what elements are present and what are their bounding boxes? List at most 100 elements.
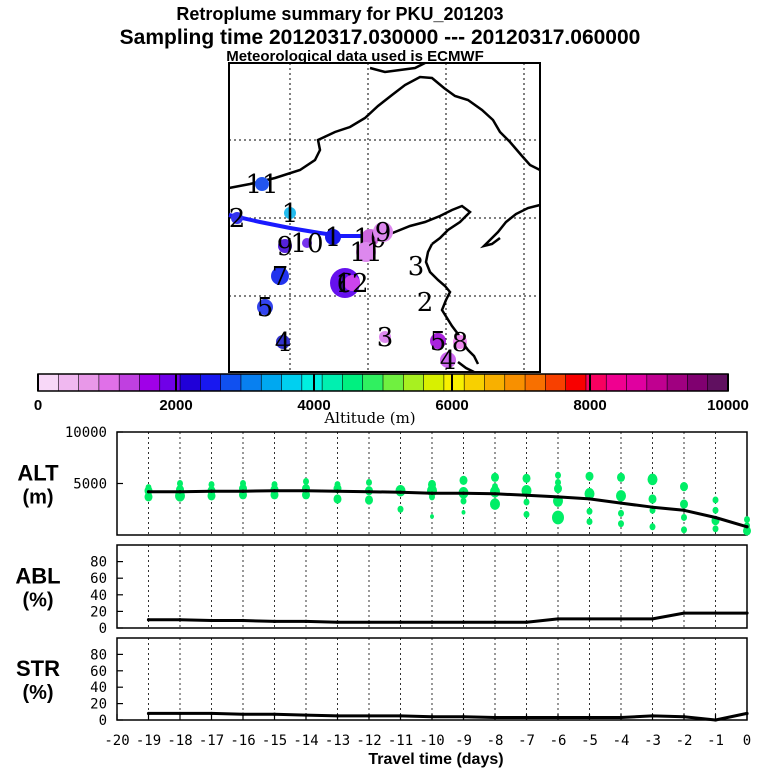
colorbar-tick-label: 8000 (573, 397, 606, 414)
alt-scatter-point (428, 479, 436, 490)
alt-scatter-point (366, 479, 372, 486)
panel-ylabel-name: ALT (17, 461, 59, 486)
map-cluster: 5 (430, 327, 447, 357)
alt-line-point (713, 515, 718, 520)
alt-line-point (304, 489, 308, 493)
abl-line-point (713, 611, 718, 615)
map-cluster: 3 (408, 252, 425, 282)
map-cluster-marker (430, 333, 446, 349)
alt-scatter-point (681, 514, 687, 521)
alt-scatter-point (334, 481, 341, 488)
map-cluster-label: 1 (325, 223, 342, 253)
alt-scatter-point (555, 471, 561, 479)
map-cluster: 4 (275, 328, 292, 358)
map-cluster-label: 2 (417, 288, 434, 318)
map-cluster: 10 (290, 229, 323, 259)
alt-line-point (682, 508, 686, 512)
map-clusters: 1121910110911761235243584 (229, 170, 469, 376)
abl-line-point (493, 620, 497, 624)
map-cluster: 7 (271, 262, 289, 292)
alt-line-point (430, 491, 434, 495)
map-cluster-marker (257, 299, 273, 315)
map-cluster: 8 (452, 328, 469, 358)
map-cluster-label: 5 (257, 293, 274, 323)
alt-line-point (524, 493, 529, 497)
alt-line-point (335, 489, 340, 493)
map-cluster-label: 10 (290, 229, 323, 259)
map-cluster-label: 11 (245, 170, 278, 200)
abl-line-point (650, 617, 655, 621)
colorbar-cell (98, 373, 120, 392)
alt-scatter-point (584, 488, 595, 500)
alt-line-point (619, 501, 623, 505)
y-tick-label: 20 (90, 697, 107, 713)
alt-scatter-point (617, 472, 625, 482)
alt-line-point (272, 489, 277, 493)
colorbar-cell (484, 373, 506, 392)
colorbar-cell (382, 373, 405, 392)
colorbar-cell (362, 373, 384, 392)
alt-scatter-point (144, 492, 153, 502)
abl-line-point (304, 619, 308, 623)
abl-line-point (398, 620, 403, 624)
colorbar-cell (57, 373, 80, 392)
map-cluster-label: 9 (277, 232, 294, 262)
alt-scatter-point (333, 494, 342, 504)
panel-ylabel-unit: (%) (22, 682, 53, 704)
map-cluster: 11 (349, 238, 382, 268)
colorbar-tick-label: 10000 (707, 397, 749, 414)
map-cluster-marker (284, 207, 296, 219)
y-tick-label: 40 (90, 588, 107, 604)
abl-line-point (682, 611, 686, 615)
alt-scatter-point (207, 491, 216, 501)
colorbar-cell (281, 373, 303, 392)
alt-scatter-point (586, 518, 593, 526)
alt-line-point (367, 490, 371, 494)
map-cluster-label: 7 (272, 262, 289, 292)
map-cluster-marker (231, 212, 243, 224)
colorbar-cell (666, 373, 689, 392)
colorbar-cell (707, 373, 729, 392)
abl-line-point (524, 620, 529, 624)
map-cluster: 4 (440, 346, 457, 376)
y-tick-label: 0 (99, 621, 107, 637)
alt-scatter-point (554, 484, 562, 494)
alt-line-point (178, 490, 182, 494)
x-tick-label: -13 (325, 733, 350, 749)
alt-scatter-point (616, 490, 626, 502)
abl-line-point (745, 611, 749, 615)
alt-scatter-point (490, 498, 500, 510)
colorbar-cell (301, 373, 323, 392)
x-tick-label: -4 (613, 733, 630, 749)
abl-line-point (587, 617, 592, 621)
alt-scatter-point (302, 490, 310, 500)
map-cluster: 1 (325, 223, 342, 253)
alt-line (148, 489, 748, 529)
panel-ylabel-unit: (%) (22, 590, 53, 612)
x-tick-label: -15 (262, 733, 287, 749)
colorbar-cell (646, 373, 668, 392)
x-axis: -20 -19 -18 -17 -16 -15 -14 -13 -12 -11 -10 -9 -8 -7-… (104, 714, 751, 749)
x-axis-label: Travel time (days) (368, 751, 503, 768)
x-tick-label: -8 (487, 733, 504, 749)
alt-scatter-point (552, 510, 564, 525)
map-cluster: 1 (282, 199, 299, 229)
colorbar-cell (443, 373, 465, 392)
alt-scatter-point (397, 505, 404, 513)
map-cluster-label: 4 (440, 346, 457, 376)
alt-scatter-point (555, 479, 561, 486)
alt-line-point (650, 505, 655, 509)
colorbar-cell (179, 373, 202, 392)
alt-scatter-point (270, 490, 279, 500)
map-cluster-label: 5 (430, 327, 447, 357)
colorbar-tick-label: 0 (34, 397, 42, 414)
panel-ylabel-name: ABL (15, 564, 60, 589)
map-cluster-label: 3 (408, 252, 425, 282)
x-tick-label: -20 (104, 733, 129, 749)
alt-scatter-point (461, 510, 466, 515)
colorbar-cell (423, 373, 445, 392)
str-line (148, 711, 748, 722)
